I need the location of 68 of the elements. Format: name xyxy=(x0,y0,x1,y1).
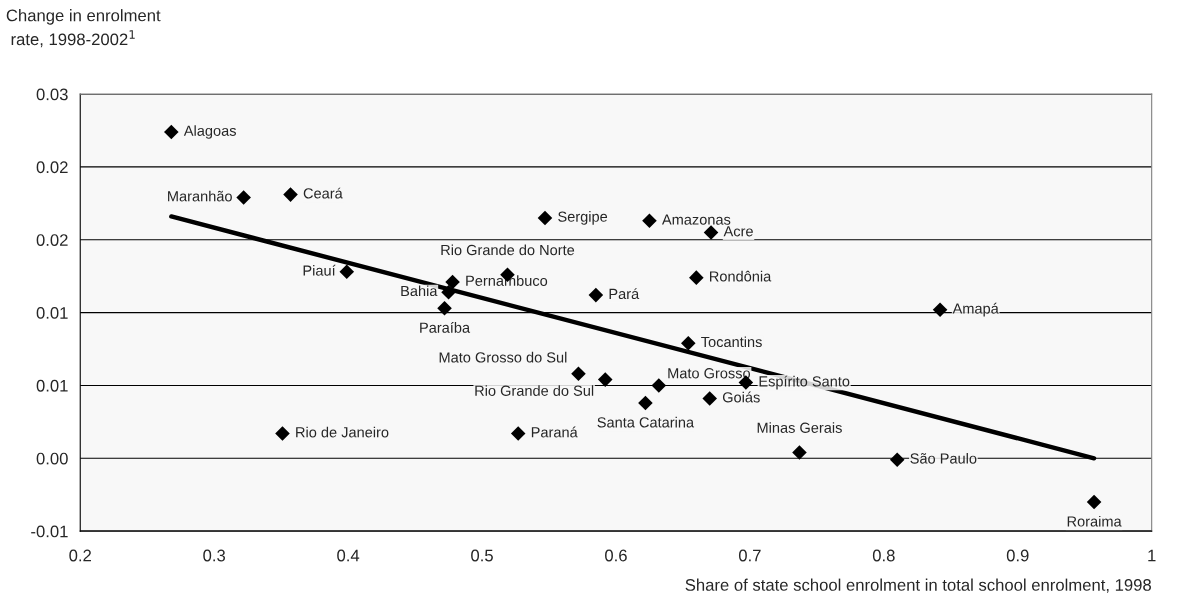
x-tick-label: 0.6 xyxy=(605,549,627,562)
annotation: Amapá xyxy=(952,302,999,317)
point xyxy=(681,335,696,351)
annotation: Tocantins xyxy=(701,336,762,348)
point xyxy=(537,210,553,226)
annotation: Rio Grande do Norte xyxy=(441,244,575,256)
annotation: Mato Grosso do Sul xyxy=(439,351,567,363)
x-tick-label: 0.9 xyxy=(1006,549,1029,562)
y-axis-title: Change in enrolment rate, 1998-2002$^{1}$ xyxy=(6,9,161,48)
annotation: Espírito Santo xyxy=(759,375,850,390)
y-tick-label: 0.03 xyxy=(36,88,68,101)
annotation: Paraná xyxy=(531,426,578,438)
point xyxy=(651,378,667,393)
annotation: Pará xyxy=(609,288,640,300)
annotation: São Paulo xyxy=(910,452,977,464)
annotation: Rio Grande do Sul xyxy=(475,385,594,396)
point xyxy=(703,225,719,240)
point xyxy=(339,264,355,280)
x-axis-title: Share of state school enrolment in total school enrolment, 1998 xyxy=(685,578,1151,593)
annotation: Ceará xyxy=(303,187,343,199)
x-tick-label: 0.8 xyxy=(872,549,895,562)
annotation: Paraíba xyxy=(420,321,471,333)
annotation: Acre xyxy=(723,226,753,237)
point xyxy=(792,445,807,460)
annotation: Roraima xyxy=(1067,515,1122,527)
point xyxy=(236,190,251,205)
point xyxy=(689,270,704,285)
y-tick-label: 0.00 xyxy=(36,452,68,465)
point xyxy=(283,187,298,202)
point xyxy=(445,274,460,290)
annotation: Goiás xyxy=(722,391,760,403)
point xyxy=(441,284,456,300)
annotation: Amazonas xyxy=(661,214,731,225)
y-tick-label: 0.01 xyxy=(36,307,68,319)
point xyxy=(638,395,653,411)
y-tick-label: 0.01 xyxy=(36,379,68,392)
point xyxy=(932,302,948,317)
x-tick-label: 0.5 xyxy=(471,549,493,562)
x-tick-label: 0.2 xyxy=(69,549,91,562)
point xyxy=(1086,494,1102,510)
annotation: Minas Gerais xyxy=(757,422,842,433)
annotation: Pernambuco xyxy=(466,275,548,286)
annotation: Rio de Janeiro xyxy=(296,426,389,438)
point xyxy=(588,287,604,303)
annotation: Maranhão xyxy=(168,190,232,202)
x-tick-label: 0.7 xyxy=(738,549,761,562)
annotation: Mato Grosso xyxy=(668,368,751,379)
point xyxy=(642,213,657,229)
annotation: Piauí xyxy=(303,264,336,276)
point xyxy=(275,426,290,441)
annotation: Santa Catarina xyxy=(597,416,695,428)
annotation: Sergipe xyxy=(558,211,608,225)
annotation: Rondônia xyxy=(710,270,772,282)
point xyxy=(164,124,179,140)
annotation: Alagoas xyxy=(183,125,236,139)
point xyxy=(571,366,586,382)
y-tick-label: 0.02 xyxy=(36,234,68,246)
y-tick-label: 0.02 xyxy=(36,161,68,174)
annotation: Bahia xyxy=(401,285,438,297)
point xyxy=(437,300,452,316)
point xyxy=(889,452,905,468)
y-tick-label: -0.01 xyxy=(31,525,68,538)
x-tick-label: 1 xyxy=(1148,549,1156,562)
x-tick-label: 0.4 xyxy=(337,549,360,562)
point xyxy=(597,372,613,387)
x-tick-label: 0.3 xyxy=(203,549,226,562)
point xyxy=(510,426,526,441)
point xyxy=(702,391,717,406)
